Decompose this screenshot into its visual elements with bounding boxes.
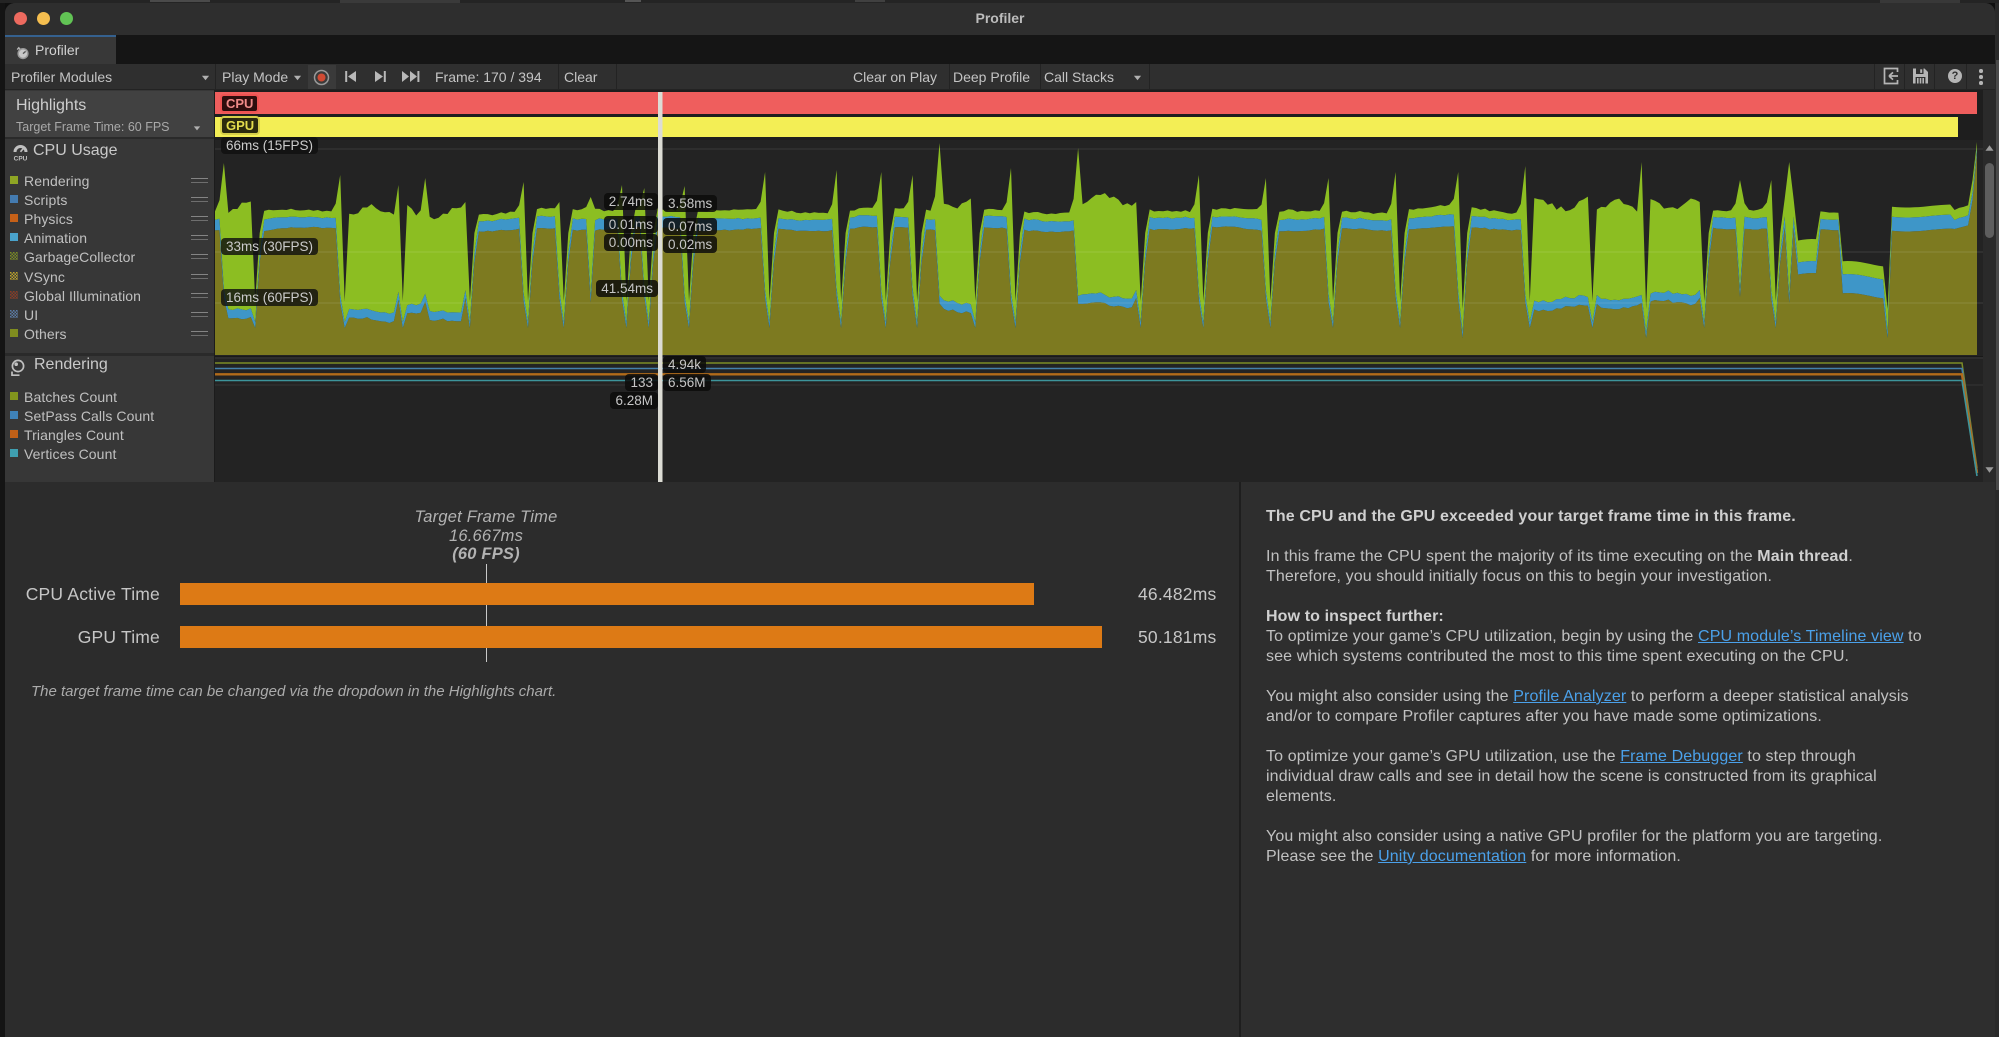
svg-text:CPU: CPU [14,156,28,163]
